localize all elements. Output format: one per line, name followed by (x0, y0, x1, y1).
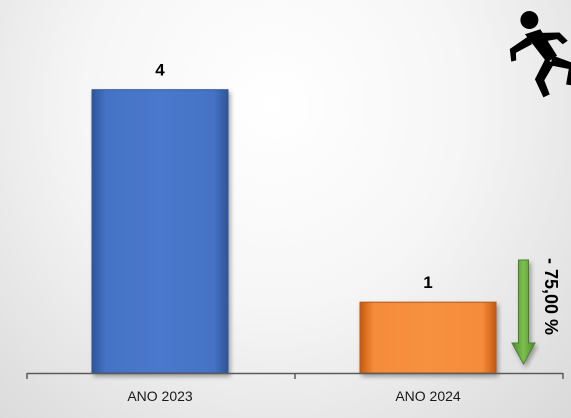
bar-2 (359, 301, 497, 374)
x-axis-ticks (26, 373, 564, 379)
data-labels-layer: 41 (155, 61, 432, 292)
decrease-arrow-icon (511, 259, 536, 366)
percent-change-label: - 75,00 % (541, 258, 561, 335)
running-person-icon (509, 11, 571, 98)
bars-layer (91, 89, 497, 374)
data-label-2: 1 (423, 273, 432, 292)
x-tick-label-2: ANO 2024 (395, 388, 461, 404)
data-label-1: 4 (155, 61, 165, 80)
bar-1 (91, 89, 229, 374)
x-axis-tick-labels: ANO 2023 ANO 2024 (127, 388, 461, 404)
x-tick-label-1: ANO 2023 (127, 388, 193, 404)
